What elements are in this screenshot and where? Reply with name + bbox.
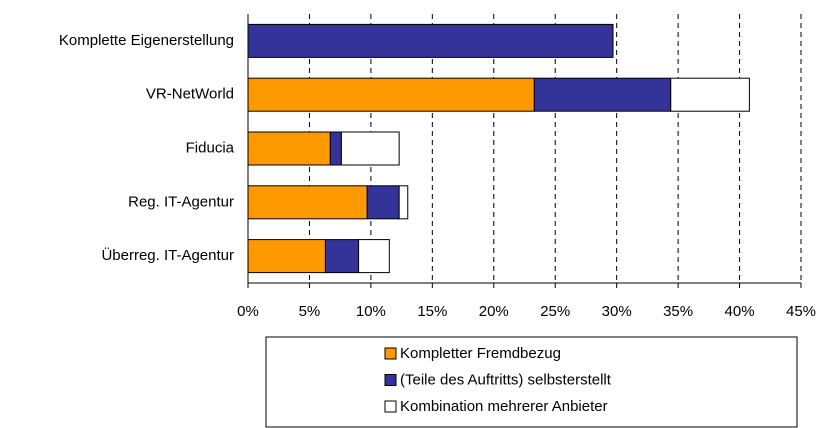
bar-segment [358, 239, 390, 274]
bar-segment [247, 239, 326, 274]
x-tick-label: 40% [725, 303, 755, 320]
legend-label: (Teile des Auftritts) selbsterstellt [400, 371, 612, 388]
legend-box [265, 336, 798, 428]
bar-segment [398, 185, 409, 220]
legend-swatch [384, 400, 397, 413]
bar-segment [247, 131, 331, 166]
x-tick-label: 5% [299, 303, 321, 320]
y-tick-label: Überreg. IT-Agentur [101, 246, 234, 264]
bar-segment [329, 131, 342, 166]
x-tick-label: 45% [786, 303, 816, 320]
legend-label: Kombination mehrerer Anbieter [400, 398, 608, 415]
bar-segment [533, 77, 672, 112]
x-tick-label: 25% [540, 303, 570, 320]
bar-segment [247, 185, 368, 220]
legend-swatch [384, 374, 397, 386]
y-tick-label: Reg. IT-Agentur [128, 193, 234, 210]
x-tick-label: 0% [237, 303, 259, 320]
y-tick-label: Fiducia [186, 139, 235, 156]
bar-segment [670, 77, 750, 112]
x-tick-label: 30% [602, 303, 632, 320]
x-tick-label: 20% [479, 303, 509, 320]
legend-label: Kompletter Fremdbezug [400, 345, 561, 362]
bar-segment [366, 185, 400, 220]
y-tick-label: Komplette Eigenerstellung [59, 32, 234, 49]
bar-segment [247, 23, 614, 58]
bar-segment [324, 239, 360, 274]
x-tick-label: 35% [663, 303, 693, 320]
bar-segment [247, 77, 535, 112]
y-tick-label: VR-NetWorld [146, 86, 234, 103]
x-tick-label: 10% [356, 303, 386, 320]
x-tick-label: 15% [417, 303, 447, 320]
bar-segment [340, 131, 400, 166]
legend-swatch [384, 347, 397, 360]
